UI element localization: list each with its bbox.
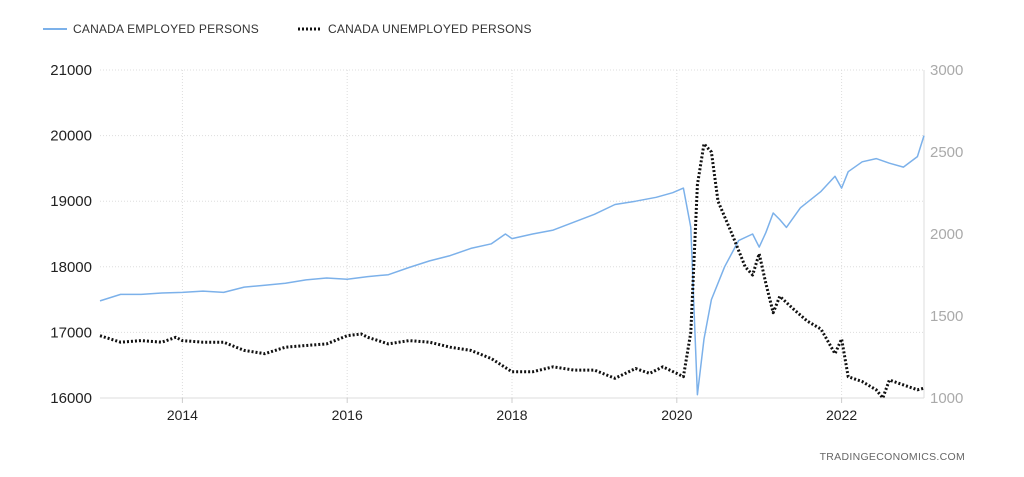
y-left-tick-label: 18000 [50,259,92,276]
series-line-unemployed [99,142,925,400]
y-right-tick-label: 3000 [930,62,963,79]
legend-label-unemployed: CANADA UNEMPLOYED PERSONS [328,22,532,36]
x-tick-label: 2022 [826,407,857,423]
x-axis: 2014 2016 2018 2020 2022 [167,398,857,423]
y-axis-left: 21000 20000 19000 18000 17000 16000 [50,62,92,407]
y-left-tick-label: 21000 [50,62,92,79]
y-left-tick-label: 20000 [50,128,92,145]
y-left-tick-label: 17000 [50,324,92,341]
x-tick-label: 2020 [661,407,692,423]
series-line-employed [99,135,925,396]
series-layer [99,135,925,400]
x-tick-label: 2016 [332,407,363,423]
x-tick-label: 2018 [496,407,527,423]
y-right-tick-label: 2000 [930,226,963,243]
grid [100,69,925,399]
legend: CANADA EMPLOYED PERSONS CANADA UNEMPLOYE… [43,22,532,36]
y-axis-right: 3000 2500 2000 1500 1000 [930,62,963,407]
y-right-tick-label: 1500 [930,308,963,325]
source-credit: TRADINGECONOMICS.COM [820,451,965,463]
x-tick-label: 2014 [167,407,198,423]
y-left-tick-label: 16000 [50,390,92,407]
legend-label-employed: CANADA EMPLOYED PERSONS [73,22,259,36]
y-right-tick-label: 1000 [930,390,963,407]
y-left-tick-label: 19000 [50,193,92,210]
y-right-tick-label: 2500 [930,144,963,161]
